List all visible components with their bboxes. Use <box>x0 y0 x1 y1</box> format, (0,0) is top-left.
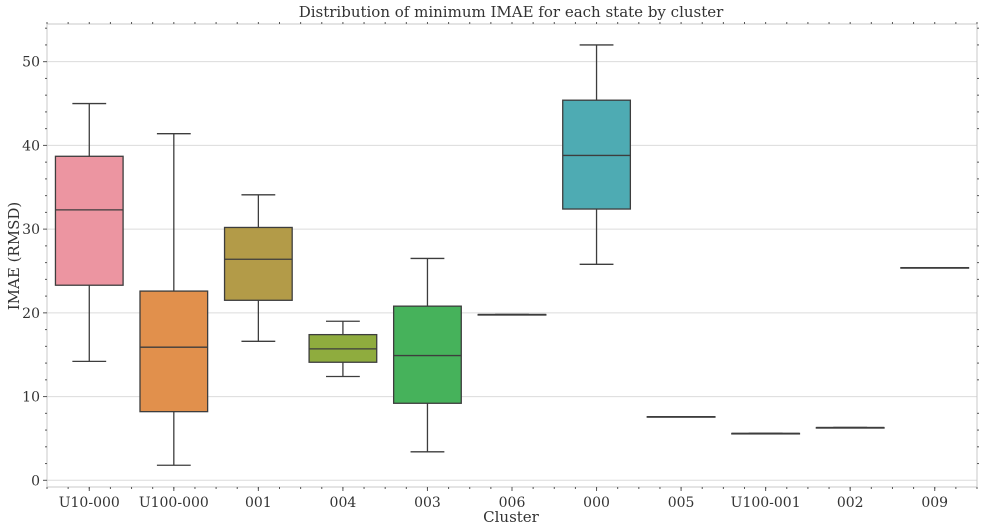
box-004 <box>308 320 378 378</box>
box-009 <box>900 266 970 269</box>
x-tick-label-001: 001 <box>245 495 272 511</box>
x-tick-label-005: 005 <box>668 495 695 511</box>
x-tick-label-009: 009 <box>921 495 948 511</box>
x-tick-label-006: 006 <box>499 495 526 511</box>
box-005 <box>646 416 716 418</box>
y-tick-label-30: 30 <box>22 222 40 238</box>
box-000 <box>562 44 632 265</box>
y-tick-label-50: 50 <box>22 55 40 71</box>
box-006 <box>477 313 547 316</box>
y-tick-label-40: 40 <box>22 138 40 154</box>
x-tick-label-000: 000 <box>583 495 610 511</box>
box-rect-U100-000 <box>139 290 209 413</box>
box-U100-001 <box>731 432 801 435</box>
y-tick-label-0: 0 <box>31 473 40 489</box>
x-axis-ticks: U10-000 U100-000 001 004 003 006 000 005 U100-00… <box>46 22 978 511</box>
y-axis-label: IMAE (RMSD) <box>5 202 23 311</box>
boxes <box>54 44 970 466</box>
x-tick-label-U10-000: U10-000 <box>59 495 120 511</box>
grid-lines <box>47 61 977 481</box>
x-tick-label-U100-001: U100-001 <box>731 495 801 511</box>
y-tick-label-10: 10 <box>22 390 40 406</box>
box-002 <box>815 426 885 429</box>
x-axis-label: Cluster <box>483 508 540 526</box>
x-tick-label-004: 004 <box>330 495 357 511</box>
x-tick-label-U100-000: U100-000 <box>139 495 209 511</box>
box-rect-U10-000 <box>54 155 124 286</box>
box-U100-000 <box>139 133 209 466</box>
y-tick-label-20: 20 <box>22 306 40 322</box>
box-rect-003 <box>392 305 462 404</box>
box-U10-000 <box>54 102 124 363</box>
plot-frame <box>46 23 978 488</box>
box-001 <box>223 194 293 342</box>
x-tick-label-003: 003 <box>414 495 441 511</box>
box-rect-001 <box>223 226 293 301</box>
box-rect-000 <box>562 99 632 210</box>
x-tick-label-002: 002 <box>837 495 864 511</box>
box-003 <box>392 257 462 453</box>
chart-title: Distribution of minimum IMAE for each st… <box>299 3 724 21</box>
y-axis-ticks: 0 10 20 30 40 50 <box>22 27 979 489</box>
